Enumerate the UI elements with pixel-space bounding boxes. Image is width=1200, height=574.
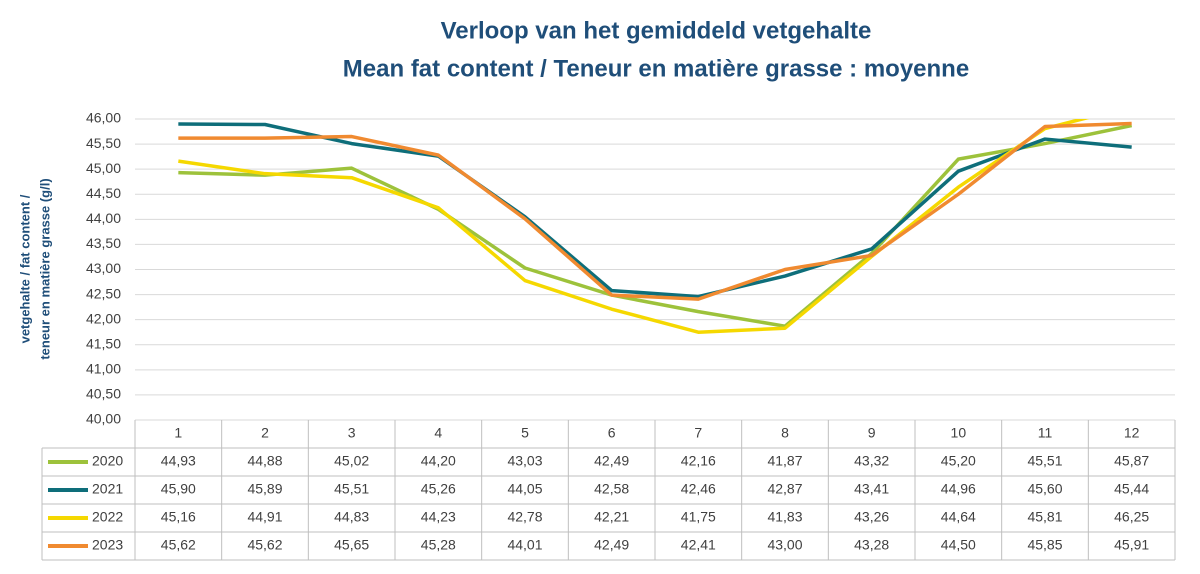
y-axis-label: teneur en matière grasse (g/l): [37, 178, 52, 359]
table-value: 42,58: [594, 481, 629, 497]
table-value: 45,85: [1027, 537, 1062, 553]
table-value: 45,51: [1027, 453, 1062, 469]
x-tick-label: 11: [1038, 425, 1053, 441]
x-tick-label: 5: [521, 425, 529, 441]
x-tick-label: 8: [781, 425, 789, 441]
table-value: 45,02: [334, 453, 369, 469]
y-tick-label: 43,00: [86, 260, 121, 276]
table-value: 44,91: [247, 509, 282, 525]
table-value: 43,26: [854, 509, 889, 525]
table-value: 45,16: [161, 509, 196, 525]
series-line: [178, 123, 1133, 328]
table-value: 45,51: [334, 481, 369, 497]
table-value: 43,32: [854, 453, 889, 469]
y-tick-label: 44,50: [86, 185, 121, 201]
y-tick-label: 45,00: [86, 160, 121, 176]
y-tick-label: 43,50: [86, 235, 121, 251]
table-value: 44,96: [941, 481, 976, 497]
table-value: 45,87: [1114, 453, 1149, 469]
y-tick-label: 41,50: [86, 335, 121, 351]
series-line: [178, 119, 1090, 334]
table-value: 42,41: [681, 537, 716, 553]
legend-label: 2023: [92, 537, 123, 553]
series-line: [178, 122, 1132, 299]
table-value: 45,62: [161, 537, 196, 553]
table-value: 41,83: [767, 509, 802, 525]
table-value: 42,49: [594, 453, 629, 469]
table-value: 44,05: [507, 481, 542, 497]
series-line: [178, 121, 1132, 301]
y-tick-label: 42,50: [86, 285, 121, 301]
table-value: 44,01: [507, 537, 542, 553]
table-value: 44,64: [941, 509, 976, 525]
table-value: 45,26: [421, 481, 456, 497]
table-value: 45,90: [161, 481, 196, 497]
x-tick-label: 2: [261, 425, 269, 441]
table-value: 42,46: [681, 481, 716, 497]
table-value: 45,44: [1114, 481, 1149, 497]
table-value: 45,81: [1027, 509, 1062, 525]
table-value: 44,93: [161, 453, 196, 469]
table-value: 43,00: [767, 537, 802, 553]
legend-label: 2022: [92, 509, 123, 525]
x-tick-label: 1: [174, 425, 182, 441]
x-tick-label: 7: [694, 425, 702, 441]
table-value: 42,87: [767, 481, 802, 497]
x-tick-label: 6: [608, 425, 616, 441]
y-tick-label: 42,00: [86, 310, 121, 326]
x-tick-label: 12: [1124, 425, 1140, 441]
table-value: 43,28: [854, 537, 889, 553]
table-value: 44,83: [334, 509, 369, 525]
table-value: 45,62: [247, 537, 282, 553]
chart-subtitle: Mean fat content / Teneur en matière gra…: [343, 55, 969, 82]
x-tick-label: 10: [951, 425, 967, 441]
y-tick-label: 40,00: [86, 411, 121, 427]
chart-title: Verloop van het gemiddeld vetgehalte: [441, 17, 872, 44]
table-value: 44,23: [421, 509, 456, 525]
table-value: 42,21: [594, 509, 629, 525]
table-value: 44,88: [247, 453, 282, 469]
table-value: 41,75: [681, 509, 716, 525]
x-tick-label: 3: [348, 425, 356, 441]
table-value: 42,49: [594, 537, 629, 553]
y-tick-label: 44,00: [86, 210, 121, 226]
table-value: 42,16: [681, 453, 716, 469]
y-axis-label: vetgehalte / fat content /: [17, 194, 32, 343]
table-value: 45,91: [1114, 537, 1149, 553]
table-value: 44,20: [421, 453, 456, 469]
table-value: 45,28: [421, 537, 456, 553]
table-value: 45,89: [247, 481, 282, 497]
table-value: 45,65: [334, 537, 369, 553]
y-tick-label: 40,50: [86, 386, 121, 402]
y-tick-label: 46,00: [86, 110, 121, 126]
table-value: 45,20: [941, 453, 976, 469]
table-value: 43,03: [507, 453, 542, 469]
y-tick-label: 45,50: [86, 135, 121, 151]
table-value: 44,50: [941, 537, 976, 553]
table-value: 46,25: [1114, 509, 1149, 525]
table-value: 42,78: [507, 509, 542, 525]
x-tick-label: 9: [868, 425, 876, 441]
legend-label: 2021: [92, 481, 123, 497]
table-value: 41,87: [767, 453, 802, 469]
y-tick-label: 41,00: [86, 361, 121, 377]
legend-label: 2020: [92, 453, 123, 469]
table-value: 45,60: [1027, 481, 1062, 497]
x-tick-label: 4: [434, 425, 442, 441]
table-value: 43,41: [854, 481, 889, 497]
